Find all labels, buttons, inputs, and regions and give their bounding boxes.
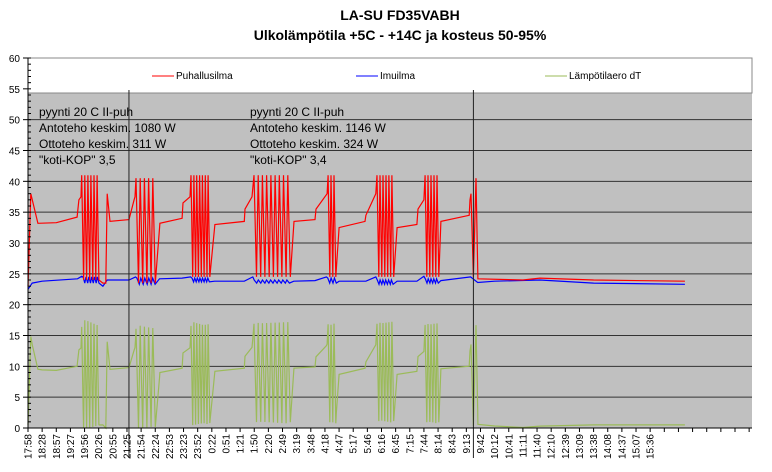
- x-tick-label: 0:51: [221, 434, 232, 454]
- series-line-lampotilaero: [27, 320, 685, 430]
- series-line-puhallusilma: [27, 175, 685, 287]
- x-tick-label: 1:21: [236, 434, 247, 454]
- legend-label: Imuilma: [380, 71, 415, 82]
- y-tick-label: 0: [14, 424, 20, 435]
- chart-subtitle: Ulkolämpötila +5C - +14C ja kosteus 50-9…: [254, 27, 547, 43]
- x-tick-label: 17:58: [24, 434, 35, 459]
- annotation-line: Antoteho keskim. 1080 W: [39, 121, 176, 135]
- x-tick-label: 7:15: [405, 434, 416, 454]
- x-tick-label: 6:45: [391, 434, 402, 454]
- x-tick-label: 14:37: [617, 434, 628, 459]
- y-tick-label: 35: [9, 208, 21, 219]
- y-tick-label: 25: [9, 270, 21, 281]
- x-tick-label: 15:36: [646, 434, 657, 459]
- x-tick-label: 23:52: [193, 434, 204, 459]
- y-tick-label: 40: [9, 177, 21, 188]
- x-tick-label: 18:28: [38, 434, 49, 459]
- x-tick-label: 9:13: [462, 434, 473, 454]
- annotation-line: pyynti 20 C II-puh: [250, 105, 344, 119]
- x-tick-label: 12:39: [561, 434, 572, 459]
- y-tick-label: 50: [9, 116, 21, 127]
- x-tick-label: 10:41: [504, 434, 515, 459]
- y-tick-label: 10: [9, 362, 21, 373]
- annotation-line: Ottoteho keskim. 311 W: [39, 137, 167, 151]
- x-tick-label: 7:44: [419, 434, 430, 454]
- legend: [27, 57, 753, 94]
- x-tick-label: 23:23: [179, 434, 190, 459]
- annotation-line: "koti-KOP" 3,4: [250, 153, 327, 167]
- series-line-imuilma: [27, 275, 685, 290]
- x-tick-label: 4:18: [320, 434, 331, 454]
- x-tick-label: 5:46: [363, 434, 374, 454]
- x-tick-label: 0:22: [207, 434, 218, 454]
- x-tick-label: 1:50: [250, 434, 261, 454]
- x-tick-label: 21:54: [137, 434, 148, 459]
- annotation-line: pyynti 20 C II-puh: [39, 105, 133, 119]
- y-tick-label: 55: [9, 85, 21, 96]
- annotation-line: Ottoteho keskim. 324 W: [250, 137, 379, 151]
- chart-title: LA-SU FD35VABH: [340, 7, 460, 23]
- x-tick-label: 11:40: [533, 434, 544, 459]
- x-tick-label: 20:55: [108, 434, 119, 459]
- x-tick-label: 2:49: [278, 434, 289, 454]
- x-tick-label: 3:48: [306, 434, 317, 454]
- x-tick-label: 15:07: [632, 434, 643, 459]
- y-tick-label: 30: [9, 239, 21, 250]
- x-tick-label: 19:56: [80, 434, 91, 459]
- x-tick-label: 13:38: [589, 434, 600, 459]
- x-tick-label: 20:26: [94, 434, 105, 459]
- x-tick-label: 3:19: [292, 434, 303, 454]
- x-tick-label: 5:17: [349, 434, 360, 454]
- x-tick-label: 22:24: [151, 434, 162, 459]
- legend-label: Lämpötilaero dT: [569, 71, 641, 82]
- y-tick-label: 15: [9, 332, 21, 343]
- x-tick-label: 10:12: [490, 434, 501, 459]
- x-tick-label: 12:10: [547, 434, 558, 459]
- x-tick-label: 14:08: [603, 434, 614, 459]
- x-tick-label: 8:43: [448, 434, 459, 454]
- x-tick-label: 21:25: [122, 434, 133, 459]
- x-tick-label: 11:11: [518, 434, 529, 458]
- y-tick-label: 45: [9, 147, 21, 158]
- x-tick-label: 18:57: [52, 434, 63, 459]
- y-tick-label: 20: [9, 301, 21, 312]
- x-tick-label: 2:20: [264, 434, 275, 454]
- x-tick-label: 8:14: [434, 434, 445, 454]
- x-tick-label: 6:16: [377, 434, 388, 454]
- x-tick-label: 19:27: [66, 434, 77, 459]
- legend-label: Puhallusilma: [176, 71, 233, 82]
- y-tick-label: 5: [14, 393, 20, 404]
- x-tick-label: 13:09: [575, 434, 586, 459]
- y-tick-label: 60: [9, 54, 21, 65]
- x-tick-label: 9:42: [476, 434, 487, 454]
- annotation-line: Antoteho keskim. 1146 W: [250, 121, 387, 135]
- x-tick-label: 4:47: [335, 434, 346, 454]
- x-tick-label: 22:53: [165, 434, 176, 459]
- annotation-line: "koti-KOP" 3,5: [39, 153, 116, 167]
